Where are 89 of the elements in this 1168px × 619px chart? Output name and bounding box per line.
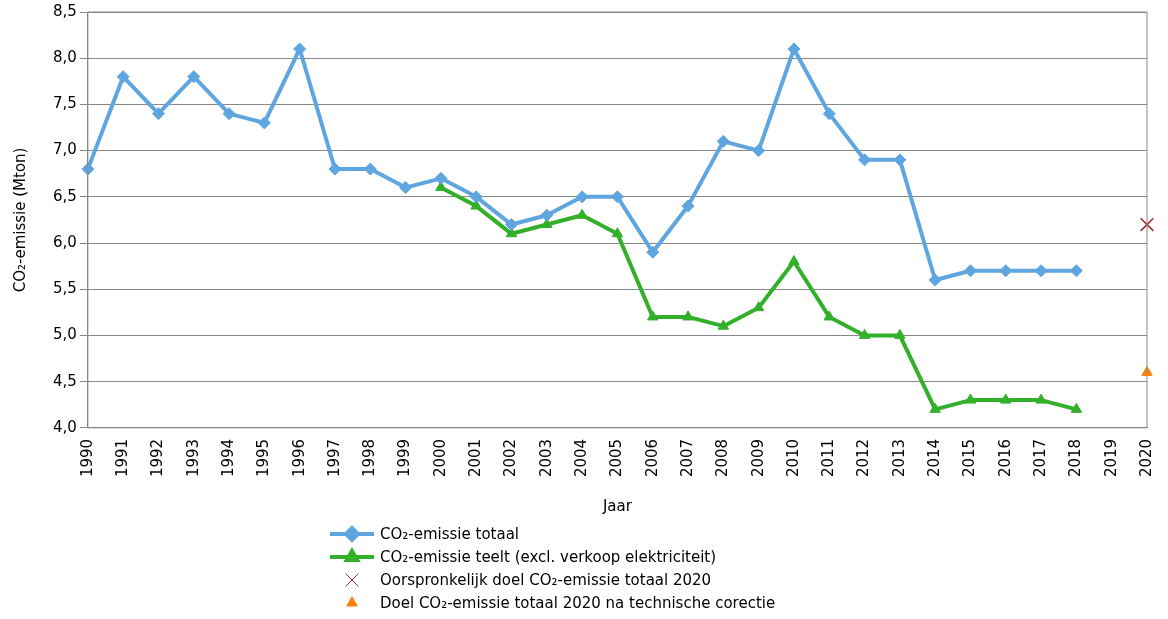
point — [116, 70, 130, 84]
point — [434, 171, 448, 185]
legend-label: Oorspronkelijk doel CO₂-emissie totaal 2020 — [380, 570, 712, 589]
point — [717, 319, 730, 330]
point — [187, 70, 201, 84]
point — [575, 190, 589, 204]
point — [682, 310, 694, 321]
x-tick-label: 2009 — [748, 438, 767, 478]
y-tick-label: 8,0 — [53, 48, 77, 67]
point — [576, 208, 588, 219]
point — [822, 107, 836, 121]
point — [999, 264, 1013, 278]
point — [328, 162, 342, 176]
point — [399, 181, 413, 195]
x-tick-label: 2011 — [819, 438, 838, 478]
y-tick-label: 7,0 — [53, 140, 77, 159]
point — [964, 393, 977, 404]
point — [151, 107, 165, 121]
y-tick-label: 4,5 — [53, 371, 77, 390]
x-axis-title: Jaar — [601, 496, 633, 515]
point — [1139, 217, 1155, 232]
x-tick-label: 2003 — [536, 438, 555, 478]
x-tick-label: 2018 — [1066, 438, 1085, 478]
point — [1000, 393, 1012, 404]
x-tick-label: 2013 — [889, 438, 908, 478]
legend-label: CO₂-emissie teelt (excl. verkoop elektriciteit) — [380, 547, 717, 566]
y-tick-label: 5,5 — [53, 279, 77, 298]
x-tick-label: 2005 — [607, 438, 626, 478]
x-tick-label: 1994 — [218, 438, 237, 478]
point — [505, 218, 519, 232]
y-tick-label: 6,0 — [53, 232, 77, 251]
point — [1034, 264, 1048, 278]
x-tick-label: 1995 — [254, 438, 273, 478]
point — [681, 199, 695, 213]
legend-label: CO₂-emissie totaal — [380, 524, 519, 543]
x-tick-label: 2016 — [995, 438, 1014, 478]
point — [752, 144, 766, 158]
x-tick-label: 2008 — [713, 438, 732, 478]
x-tick-label: 1993 — [183, 438, 202, 478]
point — [823, 310, 835, 321]
point — [469, 190, 483, 204]
x-tick-label: 1996 — [289, 438, 308, 478]
point — [257, 116, 271, 130]
legend-label: Doel CO₂-emissie totaal 2020 na technische corectie — [380, 593, 776, 612]
point — [894, 328, 906, 339]
point — [929, 402, 941, 413]
point — [647, 310, 659, 321]
point — [293, 42, 307, 56]
point — [540, 208, 554, 222]
x-tick-label: 2019 — [1101, 438, 1120, 478]
x-tick-label: 2010 — [783, 438, 802, 478]
x-tick-label: 2000 — [430, 438, 449, 478]
point — [963, 264, 977, 278]
x-tick-label: 1999 — [395, 438, 414, 478]
point — [928, 273, 942, 287]
y-tick-label: 8,5 — [53, 1, 77, 20]
x-tick-label: 2017 — [1030, 438, 1049, 478]
point — [1070, 402, 1083, 413]
x-tick-label: 2012 — [854, 438, 873, 478]
x-tick-label: 2006 — [642, 438, 661, 478]
y-tick-label: 4,0 — [53, 417, 77, 436]
y-tick-label: 5,0 — [53, 325, 77, 344]
x-tick-label: 1997 — [324, 438, 343, 478]
point — [858, 153, 872, 167]
point — [222, 107, 236, 121]
point — [610, 190, 624, 204]
x-tick-label: 1990 — [77, 438, 96, 478]
x-tick-label: 2002 — [501, 438, 520, 478]
point — [858, 328, 871, 339]
y-tick-label: 7,5 — [53, 94, 77, 113]
point — [1035, 393, 1047, 404]
x-tick-label: 2020 — [1136, 438, 1155, 478]
point — [646, 245, 660, 259]
point — [1069, 264, 1083, 278]
y-tick-label: 6,5 — [53, 186, 77, 205]
x-tick-label: 2007 — [677, 438, 696, 478]
x-tick-label: 1992 — [148, 438, 167, 478]
x-tick-label: 2014 — [925, 438, 944, 478]
x-tick-label: 1991 — [113, 438, 132, 478]
point — [611, 227, 624, 238]
y-axis-title: CO₂-emissie (Mton) — [10, 147, 29, 293]
point — [788, 255, 800, 265]
x-tick-label: 2001 — [466, 438, 485, 478]
x-tick-label: 1998 — [360, 438, 379, 478]
point — [893, 153, 907, 167]
point — [787, 42, 801, 56]
point — [716, 134, 730, 148]
x-tick-label: 2015 — [960, 438, 979, 478]
x-tick-label: 2004 — [572, 438, 591, 478]
